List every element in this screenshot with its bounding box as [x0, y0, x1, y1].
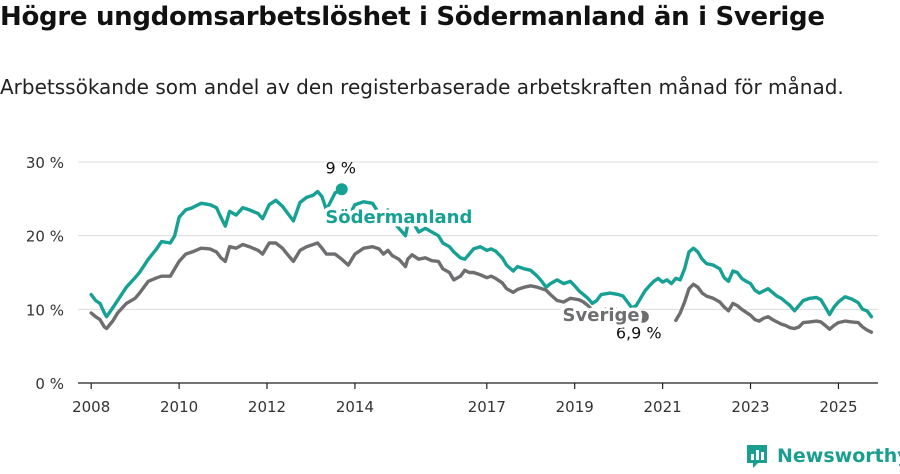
brand-name: Newsworthy — [777, 445, 900, 467]
chart-title: Högre ungdomsarbetslöshet i Södermanland… — [0, 2, 825, 32]
series-line-sverige — [674, 282, 874, 334]
end-point-marker — [636, 310, 649, 323]
x-tick-label: 2010 — [160, 398, 198, 416]
x-tick-label: 2019 — [556, 398, 594, 416]
y-tick-label: 0 % — [35, 375, 64, 393]
x-tick-label: 2023 — [731, 398, 769, 416]
x-tick-label: 2017 — [468, 398, 506, 416]
end-value-label: 9 % — [326, 158, 356, 177]
bar-chart-logo-icon — [747, 445, 767, 468]
end-value-label: 6,9 % — [616, 324, 662, 343]
chart-subtitle: Arbetssökande som andel av den registerb… — [0, 75, 844, 99]
x-tick-label: 2008 — [72, 398, 110, 416]
x-tick-label: 2012 — [248, 398, 286, 416]
brand-logo: Newsworthy — [745, 442, 900, 470]
x-tick-label: 2014 — [336, 398, 374, 416]
series-label-halo: Sverige — [563, 305, 640, 326]
y-tick-label: 10 % — [26, 301, 64, 319]
series-line-sdermanland — [89, 187, 344, 319]
y-tick-label: 20 % — [26, 228, 64, 246]
series-label: Södermanland — [325, 207, 472, 228]
end-point-marker — [335, 183, 348, 196]
series-line-sverige — [89, 241, 645, 331]
y-tick-label: 30 % — [26, 154, 64, 172]
series-label: Sverige — [563, 305, 640, 326]
x-tick-label: 2021 — [644, 398, 682, 416]
series-label-halo: Södermanland — [325, 207, 472, 228]
x-tick-label: 2025 — [819, 398, 857, 416]
series-line-sdermanland — [346, 200, 874, 319]
